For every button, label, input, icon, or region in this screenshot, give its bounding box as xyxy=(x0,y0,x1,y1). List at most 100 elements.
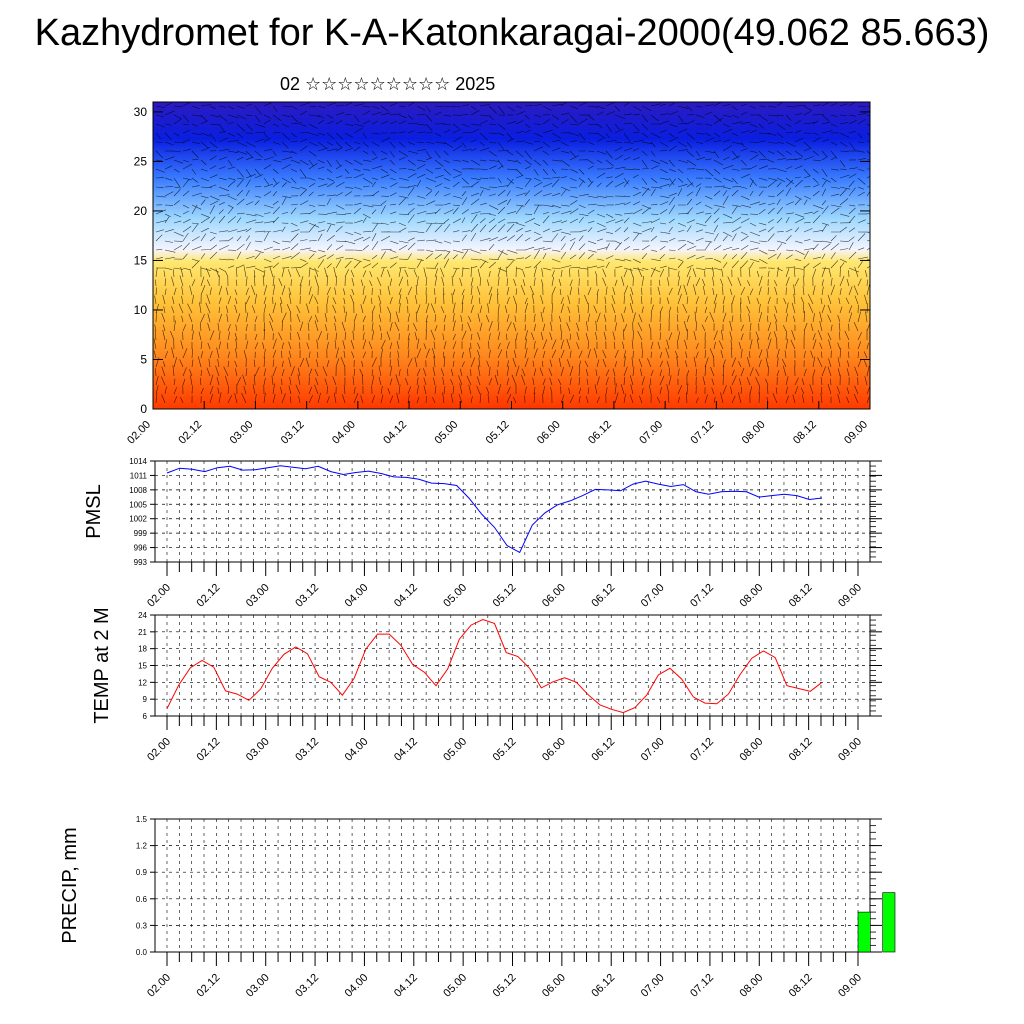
heatmap-xtick-label: 06.12 xyxy=(586,419,614,447)
heatmap-xtick-label: 05.12 xyxy=(484,419,512,447)
temp-ylabel: TEMP at 2 M xyxy=(91,607,113,723)
pmsl-ytick-label: 996 xyxy=(134,544,148,553)
heatmap-ytick-label: 30 xyxy=(134,105,148,119)
heatmap-xtick-label: 02.12 xyxy=(176,419,204,447)
temp-ytick-label: 15 xyxy=(138,662,147,671)
temp-xtick-label: 04.00 xyxy=(343,736,371,764)
precip-bar xyxy=(882,892,896,953)
pmsl-xtick-label: 07.12 xyxy=(688,582,716,610)
temp-ytick-label: 24 xyxy=(138,611,147,620)
chart-subtitle: 02 ☆☆☆☆☆☆☆☆☆ 2025 xyxy=(280,74,496,94)
temp-panel: 6 9 12 15 18 21 24 02.00 02.12 03.00 03.12 04.00 04.… xyxy=(91,607,882,764)
heatmap-xtick-label: 06.00 xyxy=(535,419,563,447)
pmsl-series-line xyxy=(166,465,823,554)
temp-xtick-label: 08.00 xyxy=(737,736,765,764)
pmsl-xtick-label: 02.00 xyxy=(145,582,173,610)
pmsl-xtick-label: 06.00 xyxy=(540,582,568,610)
heatmap-ytick-label: 10 xyxy=(134,303,148,317)
pmsl-ytick-label: 999 xyxy=(134,529,148,538)
pmsl-xtick-label: 03.12 xyxy=(293,582,321,610)
temp-xtick-label: 03.12 xyxy=(293,736,321,764)
temp-xtick-label: 05.12 xyxy=(491,736,519,764)
heatmap-xtick-label: 03.00 xyxy=(228,419,256,447)
precip-xtick-label: 09.00 xyxy=(836,972,864,1000)
temp-ytick-label: 6 xyxy=(143,712,148,721)
pmsl-ylabel: PMSL xyxy=(83,484,105,538)
precip-ytick-label: 1.5 xyxy=(136,815,148,824)
pmsl-xtick-label: 08.00 xyxy=(737,582,765,610)
precip-xtick-label: 07.12 xyxy=(688,972,716,1000)
temp-xtick-label: 05.00 xyxy=(441,736,469,764)
temp-xtick-label: 04.12 xyxy=(392,736,420,764)
pmsl-panel: 993 996 999 1002 1005 1008 1011 1014 02.00 02.12 0… xyxy=(83,457,882,610)
temp-ytick-label: 12 xyxy=(138,678,147,687)
precip-xtick-label: 03.00 xyxy=(244,972,272,1000)
heatmap-xtick-label: 07.00 xyxy=(637,419,665,447)
precip-xtick-label: 08.12 xyxy=(787,972,815,1000)
temp-xtick-label: 02.00 xyxy=(145,736,173,764)
temp-ytick-label: 21 xyxy=(138,628,147,637)
temp-xtick-label: 03.00 xyxy=(244,736,272,764)
pmsl-ytick-label: 1014 xyxy=(129,457,147,466)
heatmap-xtick-label: 04.12 xyxy=(381,419,409,447)
pmsl-xtick-label: 08.12 xyxy=(787,582,815,610)
pmsl-xtick-label: 03.00 xyxy=(244,582,272,610)
temp-xtick-label: 07.00 xyxy=(639,736,667,764)
heatmap-xtick-label: 02.00 xyxy=(125,419,153,447)
pmsl-xtick-label: 07.00 xyxy=(639,582,667,610)
precip-ytick-label: 0.3 xyxy=(136,921,148,930)
temp-xtick-label: 02.12 xyxy=(195,736,223,764)
precip-xtick-label: 06.12 xyxy=(589,972,617,1000)
pmsl-ytick-label: 1008 xyxy=(129,486,147,495)
heatmap-xtick-label: 05.00 xyxy=(432,419,460,447)
temp-ytick-label: 9 xyxy=(143,695,148,704)
temp-series-line xyxy=(166,618,823,714)
heatmap-xtick-label: 08.12 xyxy=(791,419,819,447)
pmsl-xtick-label: 06.12 xyxy=(589,582,617,610)
heatmap-panel: 0 5 10 15 20 25 30 02.00 02.12 03.00 03.12 04.00 04.… xyxy=(125,101,871,447)
pmsl-xtick-label: 04.00 xyxy=(343,582,371,610)
precip-xtick-label: 05.00 xyxy=(441,972,469,1000)
heatmap-ytick-label: 0 xyxy=(140,402,147,416)
heatmap-xtick-label: 09.00 xyxy=(842,419,870,447)
pmsl-xtick-label: 05.12 xyxy=(491,582,519,610)
precip-bar xyxy=(857,911,871,953)
precip-xtick-label: 02.00 xyxy=(145,972,173,1000)
pmsl-ytick-label: 1011 xyxy=(130,471,148,480)
temp-xtick-label: 08.12 xyxy=(787,736,815,764)
pmsl-xtick-label: 04.12 xyxy=(392,582,420,610)
precip-ylabel: PRECIP, mm xyxy=(59,827,81,943)
pmsl-xtick-label: 09.00 xyxy=(836,582,864,610)
wind-vectors xyxy=(153,102,870,404)
precip-xtick-label: 04.12 xyxy=(392,972,420,1000)
heatmap-ytick-label: 25 xyxy=(134,154,148,168)
heatmap-xtick-label: 07.12 xyxy=(689,419,717,447)
pmsl-ytick-label: 1005 xyxy=(129,500,147,509)
precip-xtick-label: 02.12 xyxy=(195,972,223,1000)
precip-xtick-label: 04.00 xyxy=(343,972,371,1000)
heatmap-ytick-label: 20 xyxy=(134,204,148,218)
pmsl-ytick-label: 993 xyxy=(134,558,148,567)
pmsl-xtick-label: 05.00 xyxy=(441,582,469,610)
temp-xtick-label: 06.12 xyxy=(589,736,617,764)
temp-xtick-label: 06.00 xyxy=(540,736,568,764)
precip-ytick-label: 0.9 xyxy=(136,868,148,877)
precip-ytick-label: 0.0 xyxy=(136,948,148,957)
precip-xtick-label: 08.00 xyxy=(737,972,765,1000)
heatmap-ytick-label: 5 xyxy=(140,352,147,366)
wind-vector-field xyxy=(153,102,870,404)
temp-ytick-label: 18 xyxy=(138,645,147,654)
heatmap-hot-core-2 xyxy=(445,279,585,409)
pmsl-xtick-label: 02.12 xyxy=(195,582,223,610)
precip-ytick-label: 1.2 xyxy=(136,842,148,851)
precip-panel: 0.0 0.3 0.6 0.9 1.2 1.5 02.00 02.12 03.00 03.12 04… xyxy=(59,815,896,1000)
precip-xtick-label: 06.00 xyxy=(540,972,568,1000)
heatmap-xtick-label: 08.00 xyxy=(740,419,768,447)
precip-xtick-label: 07.00 xyxy=(639,972,667,1000)
heatmap-xtick-label: 04.00 xyxy=(330,419,358,447)
precip-xtick-label: 05.12 xyxy=(491,972,519,1000)
heatmap-xtick-label: 03.12 xyxy=(279,419,307,447)
pmsl-ytick-label: 1002 xyxy=(129,515,147,524)
chart-title: Kazhydromet for K-A-Katonkaragai-2000(49… xyxy=(34,12,990,54)
